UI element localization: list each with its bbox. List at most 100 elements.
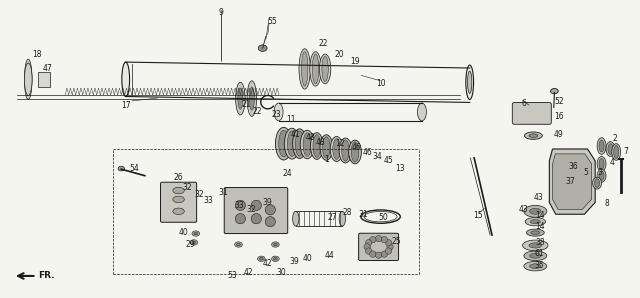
Ellipse shape (339, 138, 352, 163)
Text: 29: 29 (185, 240, 195, 249)
Text: 39: 39 (263, 198, 273, 207)
Text: 25: 25 (392, 237, 401, 246)
Ellipse shape (194, 232, 198, 235)
Ellipse shape (530, 220, 540, 224)
Circle shape (385, 240, 392, 246)
Polygon shape (552, 154, 591, 209)
FancyBboxPatch shape (161, 182, 196, 222)
Ellipse shape (593, 177, 602, 189)
Ellipse shape (529, 208, 541, 214)
Ellipse shape (299, 49, 310, 89)
Ellipse shape (284, 128, 300, 159)
Text: 61: 61 (535, 249, 545, 258)
Text: FR.: FR. (38, 271, 55, 280)
Ellipse shape (529, 134, 538, 137)
Text: 53: 53 (227, 271, 237, 280)
Ellipse shape (271, 256, 279, 261)
Ellipse shape (273, 257, 277, 260)
Circle shape (385, 248, 392, 254)
Text: 6: 6 (522, 99, 526, 108)
Text: 21: 21 (242, 100, 252, 109)
Text: 54: 54 (129, 164, 139, 173)
Ellipse shape (313, 135, 321, 157)
Circle shape (236, 200, 246, 210)
Text: 10: 10 (376, 79, 385, 88)
Text: 36: 36 (569, 162, 579, 171)
Text: 11: 11 (287, 115, 296, 125)
Text: 1: 1 (324, 155, 329, 164)
Text: 16: 16 (554, 112, 564, 121)
Text: 22: 22 (319, 39, 328, 48)
Circle shape (381, 237, 388, 243)
Text: 43: 43 (534, 193, 543, 202)
Ellipse shape (529, 243, 541, 248)
FancyBboxPatch shape (358, 233, 399, 260)
Text: 49: 49 (554, 130, 564, 139)
Ellipse shape (247, 81, 257, 117)
FancyBboxPatch shape (224, 187, 288, 234)
Text: 43: 43 (519, 205, 529, 214)
Circle shape (236, 214, 246, 224)
Ellipse shape (122, 62, 129, 97)
Ellipse shape (235, 242, 243, 247)
Text: 40: 40 (302, 254, 312, 263)
Ellipse shape (192, 231, 200, 236)
Ellipse shape (525, 132, 542, 139)
Text: 18: 18 (33, 50, 42, 59)
Ellipse shape (236, 82, 245, 115)
Text: 31: 31 (358, 210, 368, 219)
Text: 8: 8 (604, 199, 609, 208)
Ellipse shape (468, 71, 472, 94)
Text: 7: 7 (623, 148, 628, 156)
Ellipse shape (466, 65, 474, 100)
Ellipse shape (320, 135, 333, 160)
Text: 46: 46 (363, 148, 372, 157)
Text: 31: 31 (218, 187, 228, 196)
Ellipse shape (258, 45, 267, 52)
Polygon shape (549, 149, 595, 214)
Text: 52: 52 (554, 97, 564, 106)
Text: 9: 9 (219, 8, 224, 17)
Ellipse shape (319, 54, 331, 84)
Circle shape (265, 205, 275, 215)
Text: 42: 42 (244, 268, 253, 277)
Circle shape (252, 214, 261, 224)
Text: 50: 50 (379, 213, 388, 222)
Circle shape (365, 240, 372, 246)
Ellipse shape (192, 241, 196, 244)
Ellipse shape (523, 240, 548, 251)
Text: 33: 33 (235, 201, 244, 210)
Circle shape (370, 237, 376, 243)
Text: 55: 55 (268, 17, 277, 26)
Ellipse shape (238, 88, 243, 109)
Text: 28: 28 (342, 208, 351, 217)
Ellipse shape (300, 130, 314, 159)
Text: 14: 14 (535, 222, 545, 231)
Text: 3: 3 (598, 168, 603, 177)
Text: 47: 47 (43, 64, 53, 73)
Ellipse shape (595, 179, 600, 187)
Ellipse shape (339, 211, 346, 226)
Ellipse shape (351, 142, 359, 162)
Ellipse shape (279, 130, 289, 157)
Ellipse shape (550, 89, 558, 94)
Text: 48: 48 (315, 138, 325, 147)
Text: 32: 32 (182, 183, 192, 192)
Ellipse shape (342, 140, 349, 161)
Text: 37: 37 (566, 177, 575, 186)
Text: 40: 40 (178, 228, 188, 237)
Text: 23: 23 (272, 110, 282, 119)
Circle shape (387, 244, 393, 250)
Text: 27: 27 (328, 213, 337, 222)
Circle shape (370, 251, 376, 257)
Bar (38, 72, 50, 87)
Ellipse shape (349, 140, 362, 164)
Ellipse shape (599, 171, 604, 181)
Ellipse shape (529, 264, 541, 268)
Ellipse shape (614, 145, 619, 159)
Ellipse shape (330, 136, 343, 162)
Text: 26: 26 (174, 173, 184, 182)
Ellipse shape (301, 52, 308, 86)
Text: 30: 30 (277, 268, 287, 277)
Text: 15: 15 (473, 211, 483, 220)
